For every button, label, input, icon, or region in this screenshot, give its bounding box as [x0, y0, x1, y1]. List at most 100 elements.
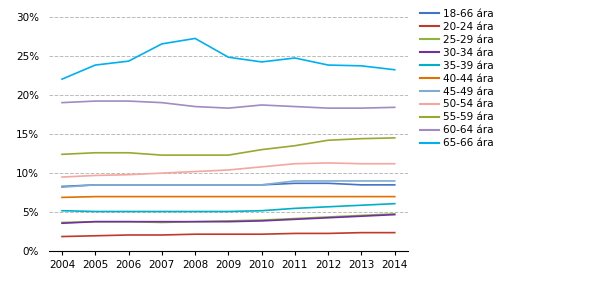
- 45-49 ára: [58, 186, 66, 189]
- Line: 45-49 ára: 45-49 ára: [62, 181, 395, 187]
- Line: 65-66 ára: 65-66 ára: [62, 38, 395, 79]
- 40-44 ára: [91, 195, 99, 198]
- 30-34 ára: [191, 220, 199, 223]
- 18-66 ára: [91, 183, 99, 187]
- 25-29 ára: [391, 212, 398, 216]
- 30-34 ára: [291, 218, 298, 221]
- 50-54 ára: [258, 165, 266, 168]
- 40-44 ára: [158, 195, 166, 198]
- 25-29 ára: [191, 220, 199, 223]
- 18-66 ára: [191, 183, 199, 187]
- 20-24 ára: [191, 232, 199, 236]
- 40-44 ára: [358, 195, 365, 198]
- 30-34 ára: [225, 220, 232, 223]
- 60-64 ára: [325, 106, 332, 110]
- 65-66 ára: [291, 56, 298, 60]
- 65-66 ára: [358, 64, 365, 68]
- 40-44 ára: [225, 195, 232, 198]
- 50-54 ára: [158, 171, 166, 175]
- 35-39 ára: [225, 210, 232, 213]
- 45-49 ára: [391, 179, 398, 183]
- 40-44 ára: [258, 195, 266, 198]
- 50-54 ára: [291, 162, 298, 166]
- 50-54 ára: [191, 170, 199, 173]
- 25-29 ára: [325, 215, 332, 219]
- 65-66 ára: [125, 60, 132, 63]
- 18-66 ára: [125, 183, 132, 187]
- 25-29 ára: [258, 218, 266, 222]
- 65-66 ára: [325, 63, 332, 67]
- 60-64 ára: [58, 101, 66, 104]
- Line: 25-29 ára: 25-29 ára: [62, 214, 395, 223]
- 40-44 ára: [291, 195, 298, 198]
- 35-39 ára: [158, 210, 166, 213]
- 30-34 ára: [158, 220, 166, 223]
- 60-64 ára: [125, 99, 132, 103]
- 35-39 ára: [125, 210, 132, 213]
- 30-34 ára: [125, 220, 132, 223]
- Legend: 18-66 ára, 20-24 ára, 25-29 ára, 30-34 ára, 35-39 ára, 40-44 ára, 45-49 ára, 50-: 18-66 ára, 20-24 ára, 25-29 ára, 30-34 á…: [420, 9, 494, 148]
- 65-66 ára: [91, 63, 99, 67]
- 35-39 ára: [291, 207, 298, 210]
- 35-39 ára: [191, 210, 199, 213]
- 40-44 ára: [325, 195, 332, 198]
- 25-29 ára: [58, 221, 66, 224]
- 25-29 ára: [125, 220, 132, 223]
- 65-66 ára: [191, 37, 199, 40]
- 65-66 ára: [58, 77, 66, 81]
- Line: 35-39 ára: 35-39 ára: [62, 204, 395, 212]
- 50-54 ára: [325, 161, 332, 165]
- 25-29 ára: [158, 221, 166, 224]
- 20-24 ára: [58, 235, 66, 238]
- 60-64 ára: [225, 106, 232, 110]
- 30-34 ára: [358, 214, 365, 218]
- 45-49 ára: [291, 179, 298, 183]
- 55-59 ára: [358, 137, 365, 140]
- 25-29 ára: [225, 219, 232, 223]
- 20-24 ára: [125, 233, 132, 237]
- 60-64 ára: [358, 106, 365, 110]
- 50-54 ára: [358, 162, 365, 166]
- Line: 55-59 ára: 55-59 ára: [62, 138, 395, 155]
- 50-54 ára: [125, 173, 132, 176]
- 18-66 ára: [358, 183, 365, 187]
- 25-29 ára: [358, 214, 365, 217]
- 55-59 ára: [225, 153, 232, 157]
- 60-64 ára: [191, 105, 199, 108]
- 65-66 ára: [158, 42, 166, 46]
- 18-66 ára: [58, 185, 66, 188]
- 55-59 ára: [391, 136, 398, 140]
- 20-24 ára: [225, 232, 232, 236]
- 30-34 ára: [325, 216, 332, 219]
- 55-59 ára: [158, 153, 166, 157]
- 40-44 ára: [58, 196, 66, 199]
- 45-49 ára: [358, 179, 365, 183]
- 45-49 ára: [258, 183, 266, 187]
- 25-29 ára: [91, 220, 99, 223]
- 45-49 ára: [225, 183, 232, 187]
- 55-59 ára: [325, 138, 332, 142]
- 35-39 ára: [91, 210, 99, 213]
- 45-49 ára: [191, 183, 199, 187]
- 20-24 ára: [325, 232, 332, 235]
- 20-24 ára: [258, 232, 266, 236]
- 65-66 ára: [391, 68, 398, 71]
- 30-34 ára: [91, 220, 99, 223]
- 18-66 ára: [225, 183, 232, 187]
- 35-39 ára: [58, 209, 66, 212]
- 60-64 ára: [158, 101, 166, 104]
- 18-66 ára: [291, 181, 298, 185]
- 65-66 ára: [258, 60, 266, 64]
- Line: 50-54 ára: 50-54 ára: [62, 163, 395, 177]
- 45-49 ára: [125, 183, 132, 187]
- 55-59 ára: [58, 153, 66, 156]
- 18-66 ára: [258, 183, 266, 187]
- 30-34 ára: [391, 213, 398, 216]
- 20-24 ára: [291, 232, 298, 235]
- 30-34 ára: [258, 219, 266, 223]
- 55-59 ára: [91, 151, 99, 155]
- 45-49 ára: [325, 179, 332, 183]
- 35-39 ára: [325, 205, 332, 209]
- 50-54 ára: [225, 168, 232, 172]
- 25-29 ára: [291, 217, 298, 220]
